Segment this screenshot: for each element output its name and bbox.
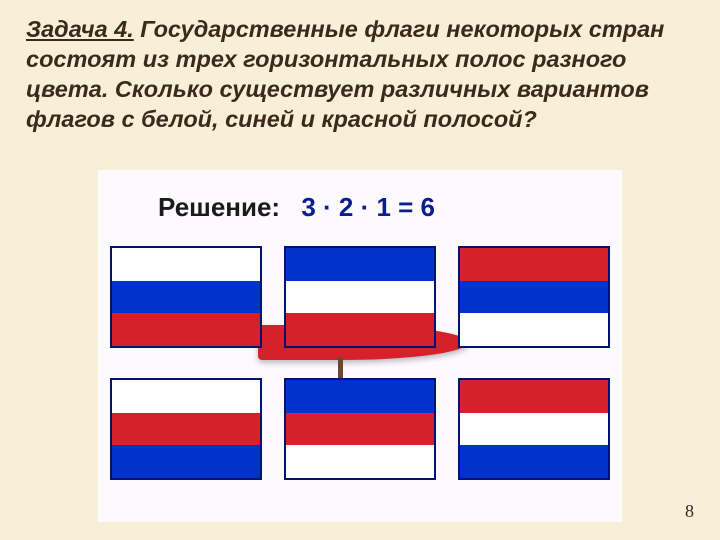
flag-6 [458, 378, 610, 480]
flag-3-stripe-1 [460, 248, 608, 281]
flag-3-stripe-2 [460, 281, 608, 314]
flag-2-stripe-3 [286, 313, 434, 346]
content-panel: Решение: 3 · 2 · 1 = 6 [98, 170, 622, 522]
flag-3-stripe-3 [460, 313, 608, 346]
flags-grid [108, 246, 612, 480]
flag-1-stripe-3 [112, 313, 260, 346]
solution-label: Решение: [158, 192, 280, 222]
solution-line: Решение: 3 · 2 · 1 = 6 [158, 192, 435, 223]
flag-4-stripe-1 [112, 380, 260, 413]
page-number: 8 [685, 501, 694, 522]
flag-1-stripe-1 [112, 248, 260, 281]
flag-5-stripe-2 [286, 413, 434, 446]
flag-4-stripe-3 [112, 445, 260, 478]
flag-3 [458, 246, 610, 348]
flag-5-stripe-1 [286, 380, 434, 413]
flag-4-stripe-2 [112, 413, 260, 446]
flag-5 [284, 378, 436, 480]
flag-2-stripe-1 [286, 248, 434, 281]
flag-6-stripe-2 [460, 413, 608, 446]
flag-1-stripe-2 [112, 281, 260, 314]
flag-2-stripe-2 [286, 281, 434, 314]
problem-text: Задача 4. Государственные флаги некоторы… [26, 14, 686, 134]
flag-6-stripe-1 [460, 380, 608, 413]
problem-label: Задача 4. [26, 16, 134, 42]
flag-4 [110, 378, 262, 480]
flag-1 [110, 246, 262, 348]
flag-5-stripe-3 [286, 445, 434, 478]
solution-expression: 3 · 2 · 1 = 6 [301, 192, 435, 222]
flag-2 [284, 246, 436, 348]
flag-6-stripe-3 [460, 445, 608, 478]
